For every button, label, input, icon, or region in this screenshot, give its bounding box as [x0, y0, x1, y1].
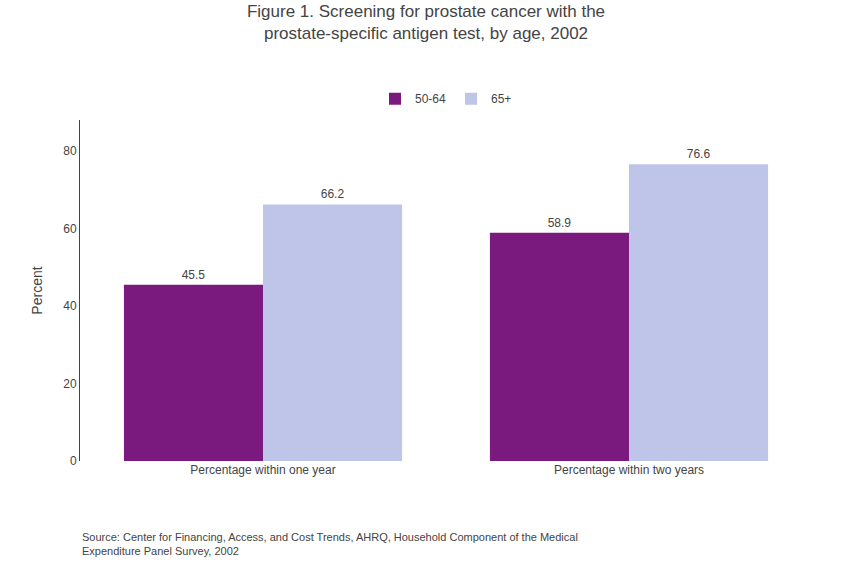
svg-text:Percent: Percent [29, 266, 45, 314]
svg-text:60: 60 [63, 222, 77, 236]
svg-text:50-64: 50-64 [415, 92, 446, 106]
svg-text:65+: 65+ [491, 92, 511, 106]
svg-text:Percentage within two years: Percentage within two years [554, 463, 704, 477]
svg-text:Figure 1. Screening for prosta: Figure 1. Screening for prostate cancer … [247, 2, 605, 43]
svg-text:66.2: 66.2 [321, 187, 345, 201]
svg-text:Source: Center for Financing,: Source: Center for Financing, Access, an… [82, 531, 578, 557]
svg-text:76.6: 76.6 [687, 147, 711, 161]
svg-text:0: 0 [70, 454, 77, 468]
svg-text:80: 80 [63, 144, 77, 158]
svg-text:40: 40 [63, 299, 77, 313]
svg-text:58.9: 58.9 [548, 216, 572, 230]
svg-text:20: 20 [63, 377, 77, 391]
svg-text:45.5: 45.5 [182, 268, 206, 282]
svg-text:Percentage within one year: Percentage within one year [190, 463, 335, 477]
